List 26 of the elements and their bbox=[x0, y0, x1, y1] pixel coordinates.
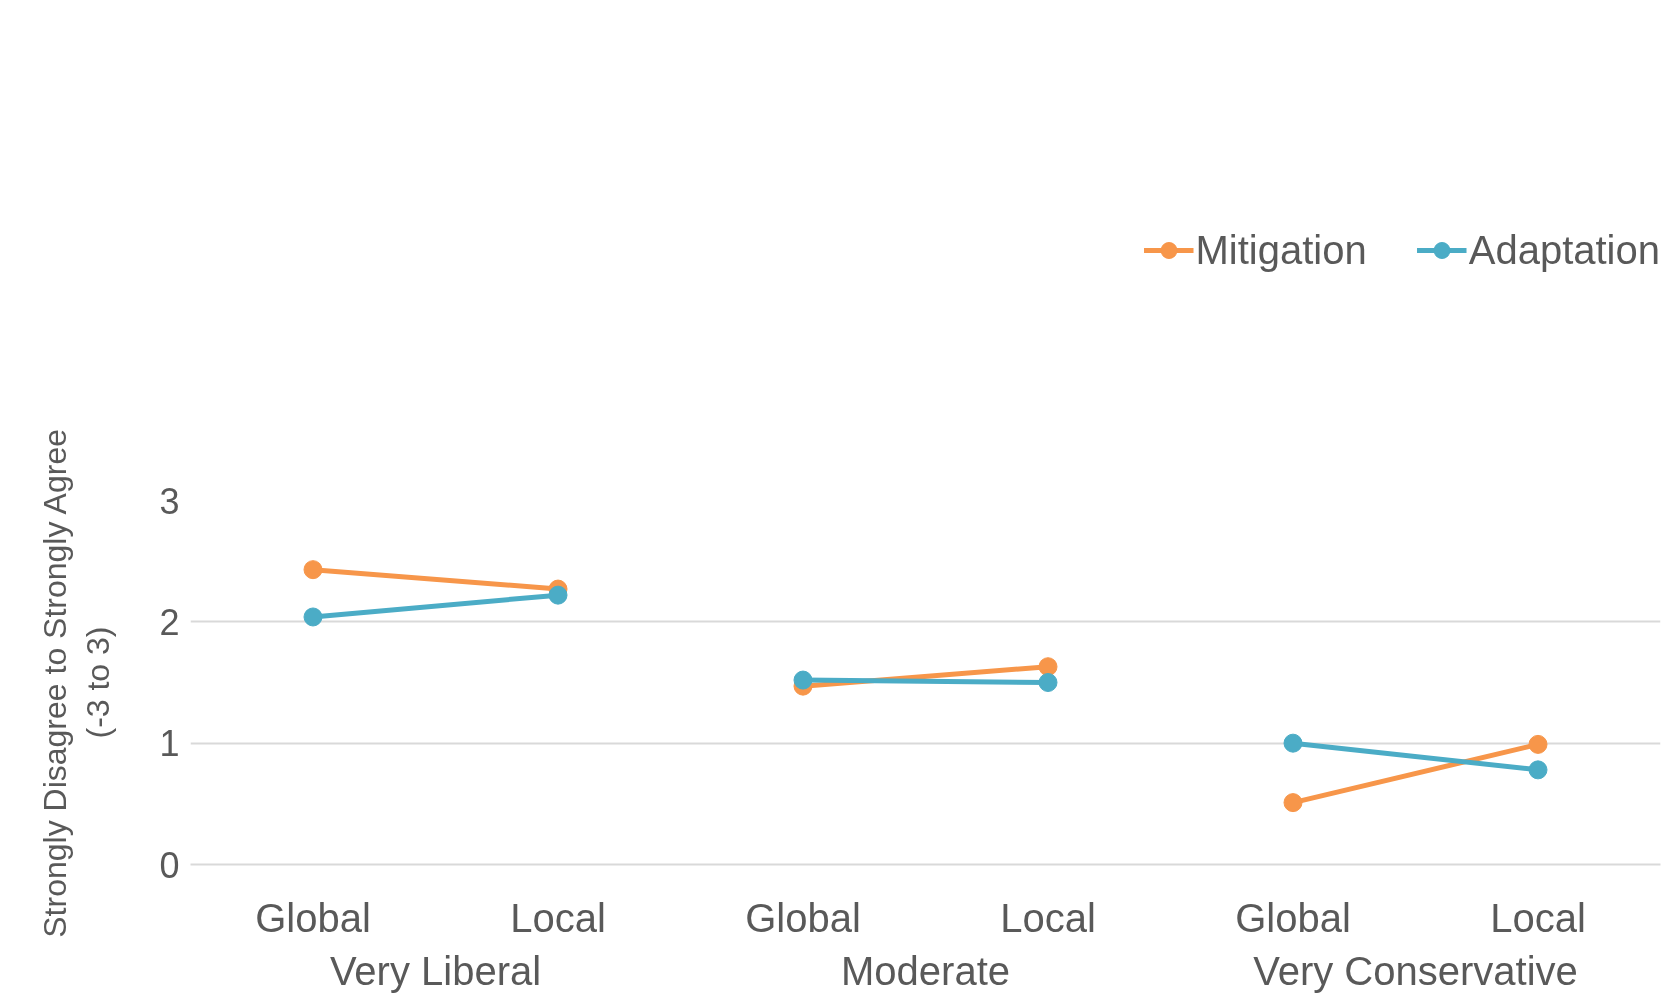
point bbox=[1528, 760, 1548, 780]
text: Very Liberal bbox=[329, 948, 542, 993]
x-tick-label: Local bbox=[510, 895, 606, 940]
y-tick-label: 3 bbox=[159, 480, 180, 522]
point bbox=[303, 607, 323, 627]
point bbox=[1528, 734, 1548, 754]
point bbox=[1038, 673, 1058, 692]
point bbox=[548, 585, 568, 605]
y-tick-label: 0 bbox=[159, 844, 180, 886]
x-tick-label: Local bbox=[1000, 895, 1096, 940]
y-axis-title: Strongly Disagree to Strongly Agree (-3 to 3) bbox=[37, 429, 117, 938]
x-tick-label: Global bbox=[1235, 895, 1351, 940]
y-tick-label: 2 bbox=[159, 601, 180, 643]
x-tick-label: Global bbox=[745, 895, 861, 940]
point bbox=[1283, 793, 1303, 813]
x-tick-label: Global bbox=[255, 895, 371, 940]
point bbox=[793, 670, 813, 690]
y-tick-label: 1 bbox=[159, 723, 180, 765]
text: Very Conservative bbox=[1253, 948, 1578, 993]
legend-label: Adaptation bbox=[1468, 227, 1660, 273]
text: Moderate bbox=[841, 948, 1010, 993]
point bbox=[1038, 657, 1058, 677]
point bbox=[303, 560, 323, 580]
x-tick-label: Local bbox=[1490, 895, 1586, 940]
legend-label: Mitigation bbox=[1195, 227, 1367, 273]
point bbox=[1283, 733, 1303, 753]
